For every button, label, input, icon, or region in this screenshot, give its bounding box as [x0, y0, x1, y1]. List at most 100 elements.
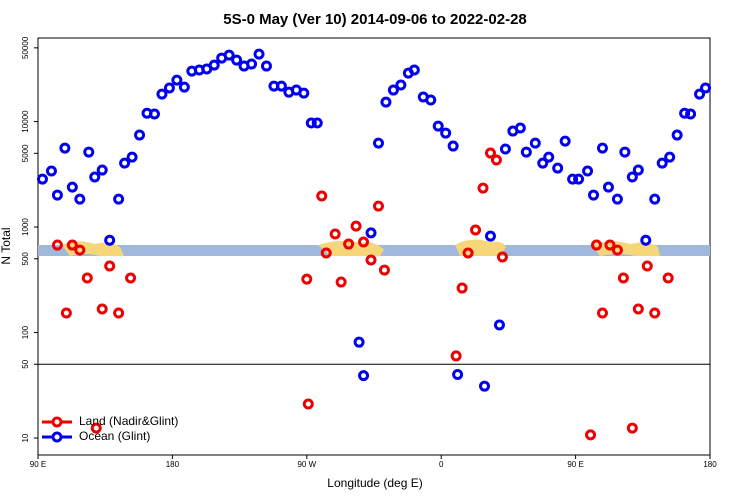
point — [432, 120, 444, 132]
point — [452, 369, 464, 381]
point — [301, 273, 313, 285]
point — [440, 127, 452, 139]
point — [649, 307, 661, 319]
point — [275, 80, 287, 92]
y-tick-label: 10 — [21, 433, 30, 442]
point — [74, 244, 86, 256]
point — [484, 147, 496, 159]
point — [253, 48, 265, 60]
point — [378, 264, 390, 276]
y-tick-label: 1000 — [21, 218, 30, 236]
point — [148, 108, 160, 120]
point — [626, 422, 638, 434]
y-tick-label: 50 — [21, 359, 30, 368]
point — [596, 142, 608, 154]
x-tick-label: 0 — [439, 460, 444, 469]
point — [408, 64, 420, 76]
x-tick-label: 90 E — [30, 460, 46, 469]
point — [552, 162, 564, 174]
point — [611, 244, 623, 256]
point — [694, 88, 706, 100]
point — [231, 54, 243, 66]
point — [664, 151, 676, 163]
point — [611, 193, 623, 205]
point — [350, 220, 362, 232]
point — [298, 87, 310, 99]
point — [671, 129, 683, 141]
point — [113, 193, 125, 205]
point — [89, 171, 101, 183]
point — [387, 84, 399, 96]
point — [588, 189, 600, 201]
x-tick-label: 180 — [703, 460, 717, 469]
point — [329, 228, 341, 240]
point — [66, 181, 78, 193]
point — [604, 239, 616, 251]
point — [260, 60, 272, 72]
point — [632, 164, 644, 176]
chart-title: 5S-0 May (Ver 10) 2014-09-06 to 2022-02-… — [223, 11, 527, 28]
point — [685, 108, 697, 120]
point — [640, 234, 652, 246]
legend-label: Ocean (Glint) — [79, 429, 150, 443]
point — [641, 260, 653, 272]
point — [223, 49, 235, 61]
point — [358, 236, 370, 248]
point — [113, 307, 125, 319]
y-tick-label: 10000 — [21, 110, 30, 133]
point — [51, 189, 63, 201]
point — [36, 173, 48, 185]
point — [365, 254, 377, 266]
point — [456, 282, 468, 294]
y-tick-label: 50000 — [21, 36, 30, 59]
point — [679, 107, 691, 119]
point — [358, 370, 370, 382]
point — [335, 276, 347, 288]
point — [66, 239, 78, 251]
point — [632, 303, 644, 315]
point — [74, 193, 86, 205]
point — [582, 165, 594, 177]
point — [520, 146, 532, 158]
point — [470, 224, 482, 236]
point — [450, 350, 462, 362]
point — [649, 193, 661, 205]
x-tick-label: 90 E — [567, 460, 583, 469]
point — [490, 154, 502, 166]
legend-marker — [51, 416, 63, 428]
point — [104, 234, 116, 246]
point — [305, 117, 317, 129]
point — [425, 94, 437, 106]
point — [619, 146, 631, 158]
point — [591, 239, 603, 251]
point — [447, 140, 459, 152]
point — [380, 96, 392, 108]
point — [51, 239, 63, 251]
point — [316, 190, 328, 202]
point — [59, 142, 71, 154]
point — [537, 157, 549, 169]
point — [134, 129, 146, 141]
point — [178, 81, 190, 93]
y-tick-label: 500 — [21, 252, 30, 266]
y-axis-label: N Total — [0, 227, 13, 264]
point — [343, 238, 355, 250]
point — [617, 272, 629, 284]
point — [156, 88, 168, 100]
point — [514, 122, 526, 134]
point — [496, 251, 508, 263]
point — [477, 182, 489, 194]
point — [119, 157, 131, 169]
point — [365, 227, 377, 239]
point — [208, 59, 220, 71]
point — [96, 303, 108, 315]
y-tick-label: 5000 — [21, 144, 30, 162]
point — [302, 398, 314, 410]
point — [126, 151, 138, 163]
point — [125, 272, 137, 284]
point — [543, 151, 555, 163]
point — [484, 230, 496, 242]
point — [96, 164, 108, 176]
x-tick-label: 90 W — [297, 460, 316, 469]
